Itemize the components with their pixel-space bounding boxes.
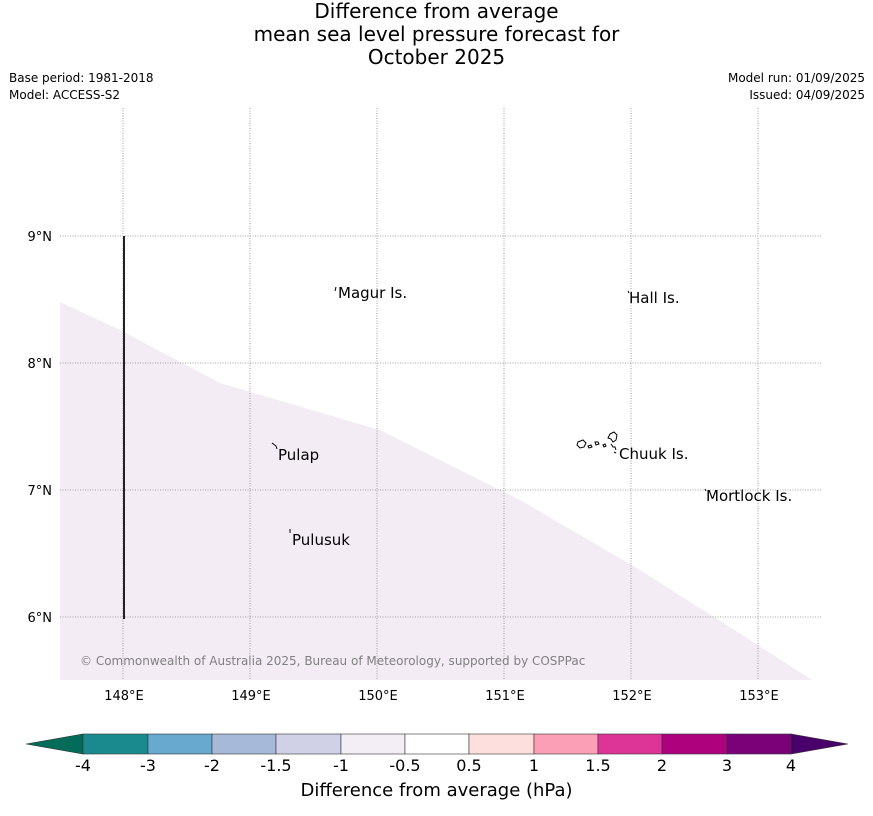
chuuk-lagoon-shape (576, 431, 618, 454)
colorbar (25, 733, 849, 755)
mortlock-island-shape (704, 488, 707, 492)
pulap-island-shape (271, 442, 278, 450)
lat-label-7n: 7°N (28, 484, 53, 499)
lon-label-151e: 151°E (485, 689, 525, 704)
title-line-3: October 2025 (367, 45, 506, 69)
colorbar-bin-1 (82, 733, 149, 755)
colorbar-tick-4: -1.5 (260, 756, 292, 775)
colorbar-tick-2: -3 (140, 756, 156, 775)
label-pulusuk: Pulusuk (292, 531, 350, 549)
label-pulap: Pulap (278, 446, 319, 464)
colorbar-tick-6: -0.5 (389, 756, 421, 775)
label-chuuk: Chuuk Is. (619, 445, 688, 463)
model-text: Model: ACCESS-S2 (9, 88, 121, 102)
label-hall: Hall Is. (629, 289, 680, 307)
gridlines (60, 108, 822, 680)
colorbar-tick-11: 3 (721, 756, 733, 775)
meta-left: Base period: 1981-2018 Model: ACCESS-S2 (9, 70, 154, 104)
colorbar-tick-10: 2 (656, 756, 668, 775)
meta-right: Model run: 01/09/2025 Issued: 04/09/2025 (728, 70, 865, 104)
lat-label-8n: 8°N (28, 357, 53, 372)
colorbar-bin-2 (147, 733, 213, 755)
colorbar-bin-10 (661, 733, 728, 755)
lat-label-9n: 9°N (28, 230, 53, 245)
title-line-2: mean sea level pressure forecast for (253, 22, 620, 46)
colorbar-bin-3 (211, 733, 277, 755)
colorbar-bin-7 (468, 733, 535, 755)
colorbar-bin-5 (340, 733, 406, 755)
colorbar-bin-9 (597, 733, 663, 755)
colorbar-bin-4 (275, 733, 342, 755)
lon-label-149e: 149°E (231, 689, 271, 704)
lon-label-153e: 153°E (739, 689, 779, 704)
label-mortlock: Mortlock Is. (706, 487, 792, 505)
lon-label-152e: 152°E (612, 689, 652, 704)
colorbar-tick-5: -1 (333, 756, 349, 775)
copyright-text: © Commonwealth of Australia 2025, Bureau… (80, 654, 585, 668)
label-magur: Magur Is. (338, 284, 407, 302)
colorbar-tick-7: 0.5 (456, 756, 482, 775)
island-outlines (271, 286, 707, 533)
magur-island-shape (334, 286, 337, 292)
colorbar-tick-12: 4 (785, 756, 797, 775)
colorbar-bin-11 (726, 733, 792, 755)
colorbar-tick-3: -2 (204, 756, 220, 775)
colorbar-title: Difference from average (hPa) (300, 780, 573, 801)
hall-island-shape (627, 290, 630, 294)
lat-label-6n: 6°N (28, 611, 53, 626)
issued-text: Issued: 04/09/2025 (749, 88, 865, 102)
colorbar-tick-9: 1.5 (585, 756, 611, 775)
colorbar-bin-8 (533, 733, 599, 755)
base-period-text: Base period: 1981-2018 (9, 71, 154, 85)
colorbar-bin-6 (404, 733, 470, 755)
lon-label-150e: 150°E (358, 689, 398, 704)
colorbar-over-arrow (790, 733, 849, 755)
anomaly-shading (60, 302, 812, 680)
model-run-text: Model run: 01/09/2025 (727, 71, 865, 85)
colorbar-under-arrow (25, 733, 84, 755)
colorbar-tick-8: 1 (528, 756, 540, 775)
lon-label-148e: 148°E (104, 689, 144, 704)
title-line-1: Difference from average (314, 0, 559, 23)
colorbar-tick-1: -4 (75, 756, 91, 775)
